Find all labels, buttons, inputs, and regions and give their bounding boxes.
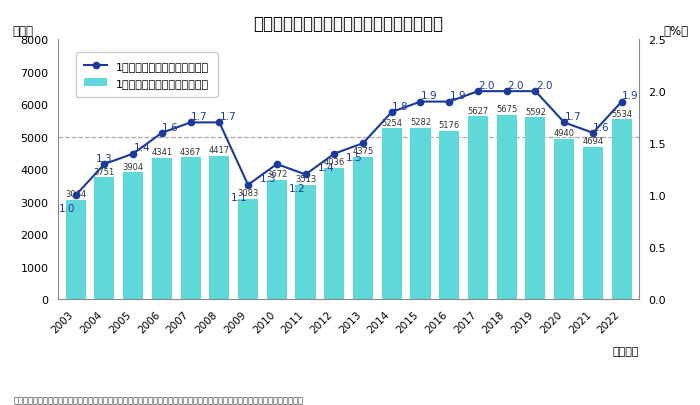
Bar: [238, 200, 258, 300]
Bar: [94, 178, 114, 300]
Text: （%）: （%）: [663, 24, 688, 37]
Text: 2.0: 2.0: [536, 81, 552, 91]
Text: 3064: 3064: [65, 190, 86, 198]
Bar: [123, 173, 144, 300]
Text: （円）: （円）: [12, 24, 33, 37]
Bar: [181, 158, 201, 300]
Text: 4417: 4417: [209, 145, 230, 154]
Bar: [468, 117, 488, 300]
Title: 一人平均賃金の改定額および改定率の推移: 一人平均賃金の改定額および改定率の推移: [253, 15, 444, 33]
Text: 1.2: 1.2: [288, 183, 305, 194]
Text: 1.9: 1.9: [449, 91, 466, 101]
Text: 2.0: 2.0: [507, 81, 524, 91]
Bar: [295, 185, 316, 300]
Text: 1.0: 1.0: [59, 203, 76, 213]
Text: 3672: 3672: [266, 170, 288, 179]
Text: 1.9: 1.9: [421, 91, 438, 101]
Bar: [583, 147, 603, 300]
Text: 5534: 5534: [611, 109, 632, 118]
Text: 1.7: 1.7: [564, 112, 581, 122]
Bar: [209, 156, 230, 300]
Text: 1.8: 1.8: [392, 102, 409, 111]
Text: 1.1: 1.1: [231, 193, 248, 203]
Text: 1.7: 1.7: [191, 112, 207, 122]
Legend: 1人平均賃金の改定率（右軸）, 1人平均賃金の改定額（左軸）: 1人平均賃金の改定率（右軸）, 1人平均賃金の改定額（左軸）: [76, 53, 218, 98]
Text: 4341: 4341: [151, 148, 172, 157]
Text: 4694: 4694: [582, 136, 603, 145]
Text: 4367: 4367: [180, 147, 202, 156]
Text: 4940: 4940: [554, 128, 575, 138]
Bar: [324, 168, 344, 300]
Text: 1.9: 1.9: [622, 91, 638, 101]
Text: 1.6: 1.6: [162, 122, 178, 132]
Bar: [267, 181, 287, 300]
Text: 5176: 5176: [439, 121, 460, 130]
Text: 4375: 4375: [352, 147, 374, 156]
Text: 5254: 5254: [382, 118, 402, 127]
Text: 注：賃金の改定を実施したまたは予定していて額も決定している企業および賃金の改定を実施しない企業についての数値である。: 注：賃金の改定を実施したまたは予定していて額も決定している企業および賃金の改定を…: [14, 395, 304, 404]
Text: 1.3: 1.3: [96, 153, 113, 163]
Text: （年度）: （年度）: [612, 346, 639, 356]
Text: 1.7: 1.7: [220, 112, 237, 122]
Bar: [554, 139, 574, 300]
Text: 1.3: 1.3: [260, 173, 276, 183]
Text: 5627: 5627: [468, 106, 489, 115]
Bar: [526, 118, 545, 300]
Text: 4036: 4036: [323, 158, 345, 167]
Text: 2.0: 2.0: [478, 81, 495, 91]
Text: 5675: 5675: [496, 105, 517, 114]
Text: 1.4: 1.4: [317, 163, 334, 173]
Bar: [353, 158, 373, 300]
Text: 3513: 3513: [295, 175, 316, 184]
Text: 1.6: 1.6: [593, 122, 610, 132]
Bar: [410, 128, 430, 300]
Text: 1.4: 1.4: [134, 143, 150, 153]
Bar: [439, 132, 459, 300]
Bar: [382, 129, 402, 300]
Text: 5282: 5282: [410, 117, 431, 126]
Text: 1.5: 1.5: [346, 152, 363, 162]
Bar: [66, 200, 85, 300]
Bar: [612, 120, 631, 300]
Text: 3751: 3751: [94, 167, 115, 176]
Bar: [152, 159, 172, 300]
Bar: [496, 115, 517, 300]
Text: 3904: 3904: [122, 162, 144, 171]
Text: 3083: 3083: [237, 189, 259, 198]
Text: 5592: 5592: [525, 107, 546, 116]
